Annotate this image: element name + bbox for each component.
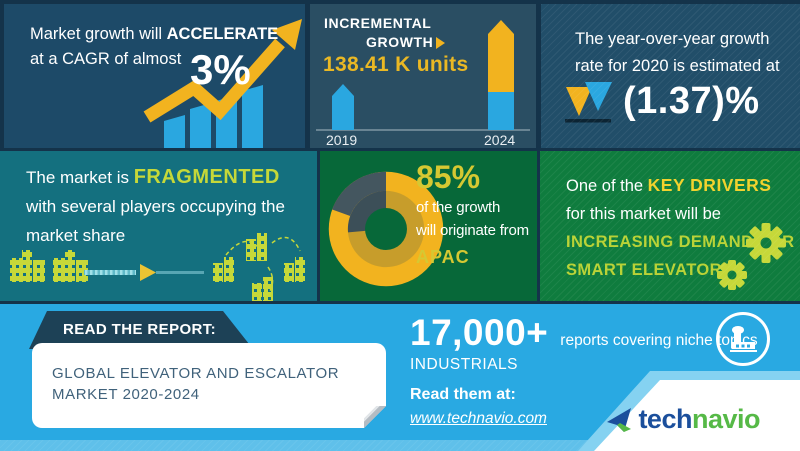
yoy-value: (1.37)% <box>623 79 760 122</box>
growth-bars-arrow-icon <box>143 19 302 148</box>
report-title-line2: MARKET 2020-2024 <box>52 386 200 403</box>
brand-tech: tech <box>638 404 692 434</box>
industrials-badge <box>716 312 770 366</box>
apac-text: 85% of the growth will originate from AP… <box>416 159 529 268</box>
key-drivers-line4: SMART ELEVATORS <box>566 261 734 279</box>
report-title-line1: GLOBAL ELEVATOR AND ESCALATOR <box>52 365 340 382</box>
report-title-card[interactable]: GLOBAL ELEVATOR AND ESCALATOR MARKET 202… <box>32 343 386 428</box>
panel-fragmented: The market is FRAGMENTED with several pl… <box>0 151 317 301</box>
apac-line2: will originate from <box>416 222 529 239</box>
key-drivers-normal: One of the <box>566 177 648 195</box>
folded-corner <box>364 406 386 428</box>
cagr-value: 3% <box>190 46 251 93</box>
city-buildings-illustration <box>10 233 305 301</box>
apac-line1: of the growth <box>416 199 501 216</box>
year-label-2019: 2019 <box>326 132 358 148</box>
key-drivers-text: One of the KEY DRIVERS for this market w… <box>566 171 794 284</box>
footer-band: READ THE REPORT: GLOBAL ELEVATOR AND ESC… <box>0 304 800 451</box>
panel-apac-growth: 85% of the growth will originate from AP… <box>320 151 537 301</box>
cagr-text: Market growth will ACCELERATE at a CAGR … <box>30 22 278 72</box>
fragmented-text-normal: The market is <box>26 168 134 187</box>
incremental-title: INCREMENTAL GROWTH <box>324 14 446 52</box>
cagr-text-accelerate: ACCELERATE <box>166 25 279 43</box>
technavio-logo: technavio <box>605 404 761 435</box>
incremental-title-line2: GROWTH <box>366 34 434 50</box>
reports-count: 17,000+ <box>410 312 549 353</box>
report-title: GLOBAL ELEVATOR AND ESCALATOR MARKET 202… <box>32 343 386 405</box>
right-triangle-icon <box>436 36 446 49</box>
incremental-value: 138.41 K units <box>323 53 469 76</box>
reports-stats: 17,000+ reports covering niche topics IN… <box>410 312 758 428</box>
yoy-text: The year-over-year growth rate for 2020 … <box>575 26 780 80</box>
incremental-title-line1: INCREMENTAL <box>324 15 432 31</box>
technavio-url-link[interactable]: www.technavio.com <box>410 410 547 427</box>
yoy-text-line1: The year-over-year growth <box>575 30 770 48</box>
incremental-bar-chart <box>316 20 530 131</box>
down-arrow-icon <box>565 82 612 123</box>
factory-icon <box>730 326 757 352</box>
brand-navio: navio <box>691 404 761 434</box>
key-drivers-line3: INCREASING DEMAND FOR <box>566 233 795 251</box>
yoy-text-line2: rate for 2020 is estimated at <box>575 57 780 75</box>
panel-yoy-growth: The year-over-year growth rate for 2020 … <box>541 4 800 148</box>
footer-bottom-strip <box>0 440 800 451</box>
year-label-2024: 2024 <box>484 132 516 148</box>
technavio-plane-icon <box>607 407 632 432</box>
apac-value: 85% <box>416 159 481 195</box>
apac-region: APAC <box>416 247 470 267</box>
reports-category: INDUSTRIALS <box>410 356 518 373</box>
key-drivers-highlight: KEY DRIVERS <box>647 175 772 195</box>
apac-donut-chart <box>328 171 444 287</box>
cagr-text-line2: at a CAGR of almost <box>30 50 182 68</box>
cagr-text-normal: Market growth will <box>30 25 167 43</box>
gears-icon <box>717 223 786 290</box>
panel-cagr: Market growth will ACCELERATE at a CAGR … <box>4 4 305 148</box>
read-them-at-label: Read them at: <box>410 386 516 403</box>
key-drivers-line2: for this market will be <box>566 205 721 223</box>
fragmented-text: The market is FRAGMENTED with several pl… <box>26 163 285 250</box>
fragmented-highlight: FRAGMENTED <box>133 166 280 188</box>
panel-key-drivers: One of the KEY DRIVERS for this market w… <box>540 151 800 301</box>
fragmented-line3: market share <box>26 226 126 245</box>
panel-incremental-growth: INCREMENTAL GROWTH 138.41 K units 2019 2… <box>310 4 536 148</box>
fragmented-line2: with several players occupying the <box>26 197 285 216</box>
reports-caption: reports covering niche topics <box>560 332 758 349</box>
read-report-ribbon: READ THE REPORT: <box>29 311 253 349</box>
